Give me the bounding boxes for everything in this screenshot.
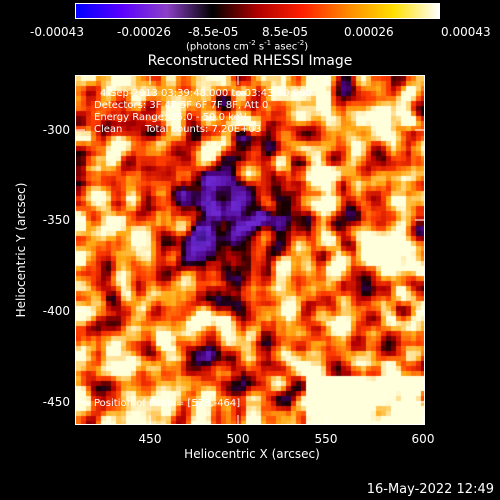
y-tick-label: -450 — [43, 395, 70, 409]
colorbar-units: (photons cm-2 s-1 asec-2) — [186, 39, 309, 53]
algorithm-name: Clean — [94, 124, 123, 135]
x-axis-label: Heliocentric X (arcsec) — [184, 447, 320, 461]
x-tick-label: 450 — [139, 432, 162, 446]
x-tick-label: 550 — [315, 432, 338, 446]
y-axis-label: Heliocentric Y (arcsec) — [14, 183, 28, 318]
plot-title: Reconstructed RHESSI Image — [147, 53, 353, 69]
energy-range: Energy Range: 25.0 - 50.0 keV — [94, 112, 247, 123]
time-range: 4-Sep-2013 03:39:48.000 to 03:43:40.000 — [100, 88, 312, 99]
colorbar-tick: -0.00043 — [30, 25, 84, 39]
rhessi-image — [75, 75, 425, 425]
colorbar-tick: 0.00043 — [441, 25, 491, 39]
y-tick-label: -350 — [43, 213, 70, 227]
detectors-info: Detectors: 3F 4F 5F 6F 7F 8F, Att 0 — [94, 100, 269, 111]
x-tick-label: 600 — [412, 432, 435, 446]
colorbar-tick: -8.5e-05 — [188, 25, 239, 39]
x-tick-label: 500 — [227, 432, 250, 446]
colorbar-tick: 0.00026 — [344, 25, 394, 39]
colorbar-tick: 8.5e-05 — [262, 25, 309, 39]
colorbar-tick: -0.00026 — [117, 25, 171, 39]
colorbar — [75, 3, 440, 19]
y-tick-label: -300 — [43, 123, 70, 137]
timestamp: 16-May-2022 12:49 — [366, 482, 494, 497]
y-tick-label: -400 — [43, 304, 70, 318]
total-counts: Total counts: 7.20E+03 — [145, 124, 262, 135]
peak-position: Position of Peak = [573,-464] — [94, 398, 241, 409]
